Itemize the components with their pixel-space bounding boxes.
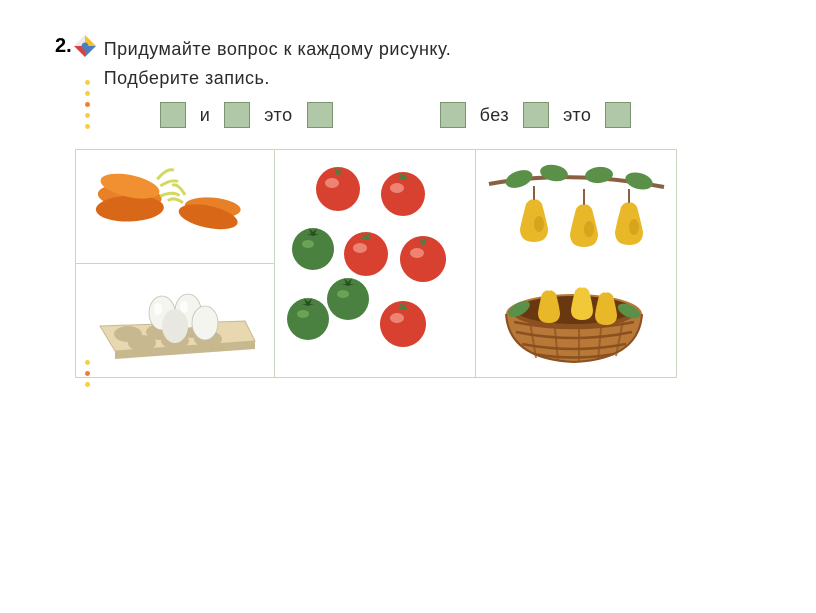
carrots-icon [80,157,270,257]
tomatoes-icon [278,159,473,369]
tomatoes-cell [275,149,476,378]
column-1 [75,149,275,378]
blank-box [307,102,333,128]
blank-box [440,102,466,128]
blank-box [224,102,250,128]
eggs-cell [75,263,275,378]
task-page: 2. Придумайте вопрос к каждому рисунку. … [55,35,755,378]
task-marker-icon [74,35,96,57]
word-bez: без [480,101,509,130]
margin-dots [85,360,90,387]
word-and: и [200,101,211,130]
word-eto: это [563,101,591,130]
instruction-line2: Подберите запись. [104,64,638,93]
task-number: 2. [55,35,72,58]
carrots-cell [75,149,275,263]
blank-box [160,102,186,128]
pears-cell [476,149,677,378]
instruction-line1: Придумайте вопрос к каждому рисунку. [104,35,638,64]
pears-basket-icon [479,159,674,369]
margin-dots [85,80,90,129]
task-header: 2. Придумайте вопрос к каждому рисунку. … [55,35,755,129]
word-eto: это [264,101,292,130]
blank-box [605,102,631,128]
formula-row: и это без это [154,101,638,130]
egg-tray-icon [80,271,270,371]
task-text: Придумайте вопрос к каждому рисунку. Под… [104,35,638,129]
blank-box [523,102,549,128]
pictures-grid [75,149,755,378]
